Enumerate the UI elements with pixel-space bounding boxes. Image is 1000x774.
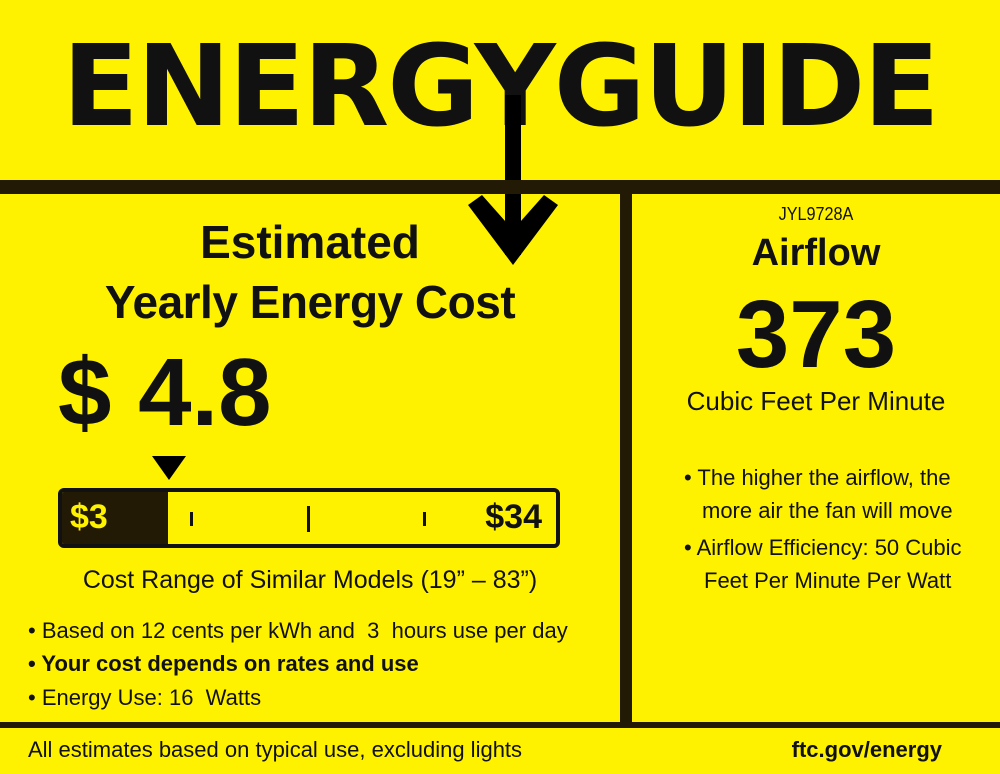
tick: [307, 506, 310, 532]
divider-horizontal: [0, 180, 1000, 194]
divider-bottom: [0, 722, 1000, 728]
airflow-bullet-2b: Feet Per Minute Per Watt: [704, 568, 952, 593]
cost-range-fill: [62, 492, 168, 544]
ftc-link[interactable]: ftc.gov/energy: [791, 737, 942, 762]
airflow-bullet-2: • Airflow Efficiency: 50 Cubic: [684, 535, 962, 560]
cost-range-bar: $3 $34: [58, 488, 560, 548]
cost-heading-1: Estimated: [200, 216, 420, 268]
range-min-label: $3: [70, 498, 108, 536]
footer-note: All estimates based on typical use, excl…: [28, 737, 523, 762]
tick: [423, 512, 426, 526]
cost-marker-icon: [152, 456, 186, 480]
bullet-rate: • Based on 12 cents per kWh and 3 hours …: [28, 618, 568, 643]
divider-vertical: [620, 194, 632, 724]
label-title: ENERGYGUIDE: [62, 22, 940, 152]
estimated-cost: $ 4.8: [58, 339, 272, 446]
airflow-heading: Airflow: [751, 232, 881, 274]
airflow-unit: Cubic Feet Per Minute: [686, 386, 946, 416]
airflow-bullet-1: • The higher the airflow, the: [684, 465, 951, 490]
arrow-down-icon: [468, 95, 558, 265]
range-caption: Cost Range of Similar Models (19” – 83”): [82, 566, 538, 594]
bullet-energy-use: • Energy Use: 16 Watts: [28, 685, 262, 710]
model-number: JYL9728A: [778, 204, 854, 224]
cost-heading-2: Yearly Energy Cost: [104, 276, 516, 328]
range-max-label: $34: [485, 498, 542, 536]
tick: [190, 512, 193, 526]
bullet-depends: • Your cost depends on rates and use: [28, 651, 419, 676]
airflow-value: 373: [735, 281, 897, 388]
airflow-bullet-1b: more air the fan will move: [702, 498, 953, 523]
